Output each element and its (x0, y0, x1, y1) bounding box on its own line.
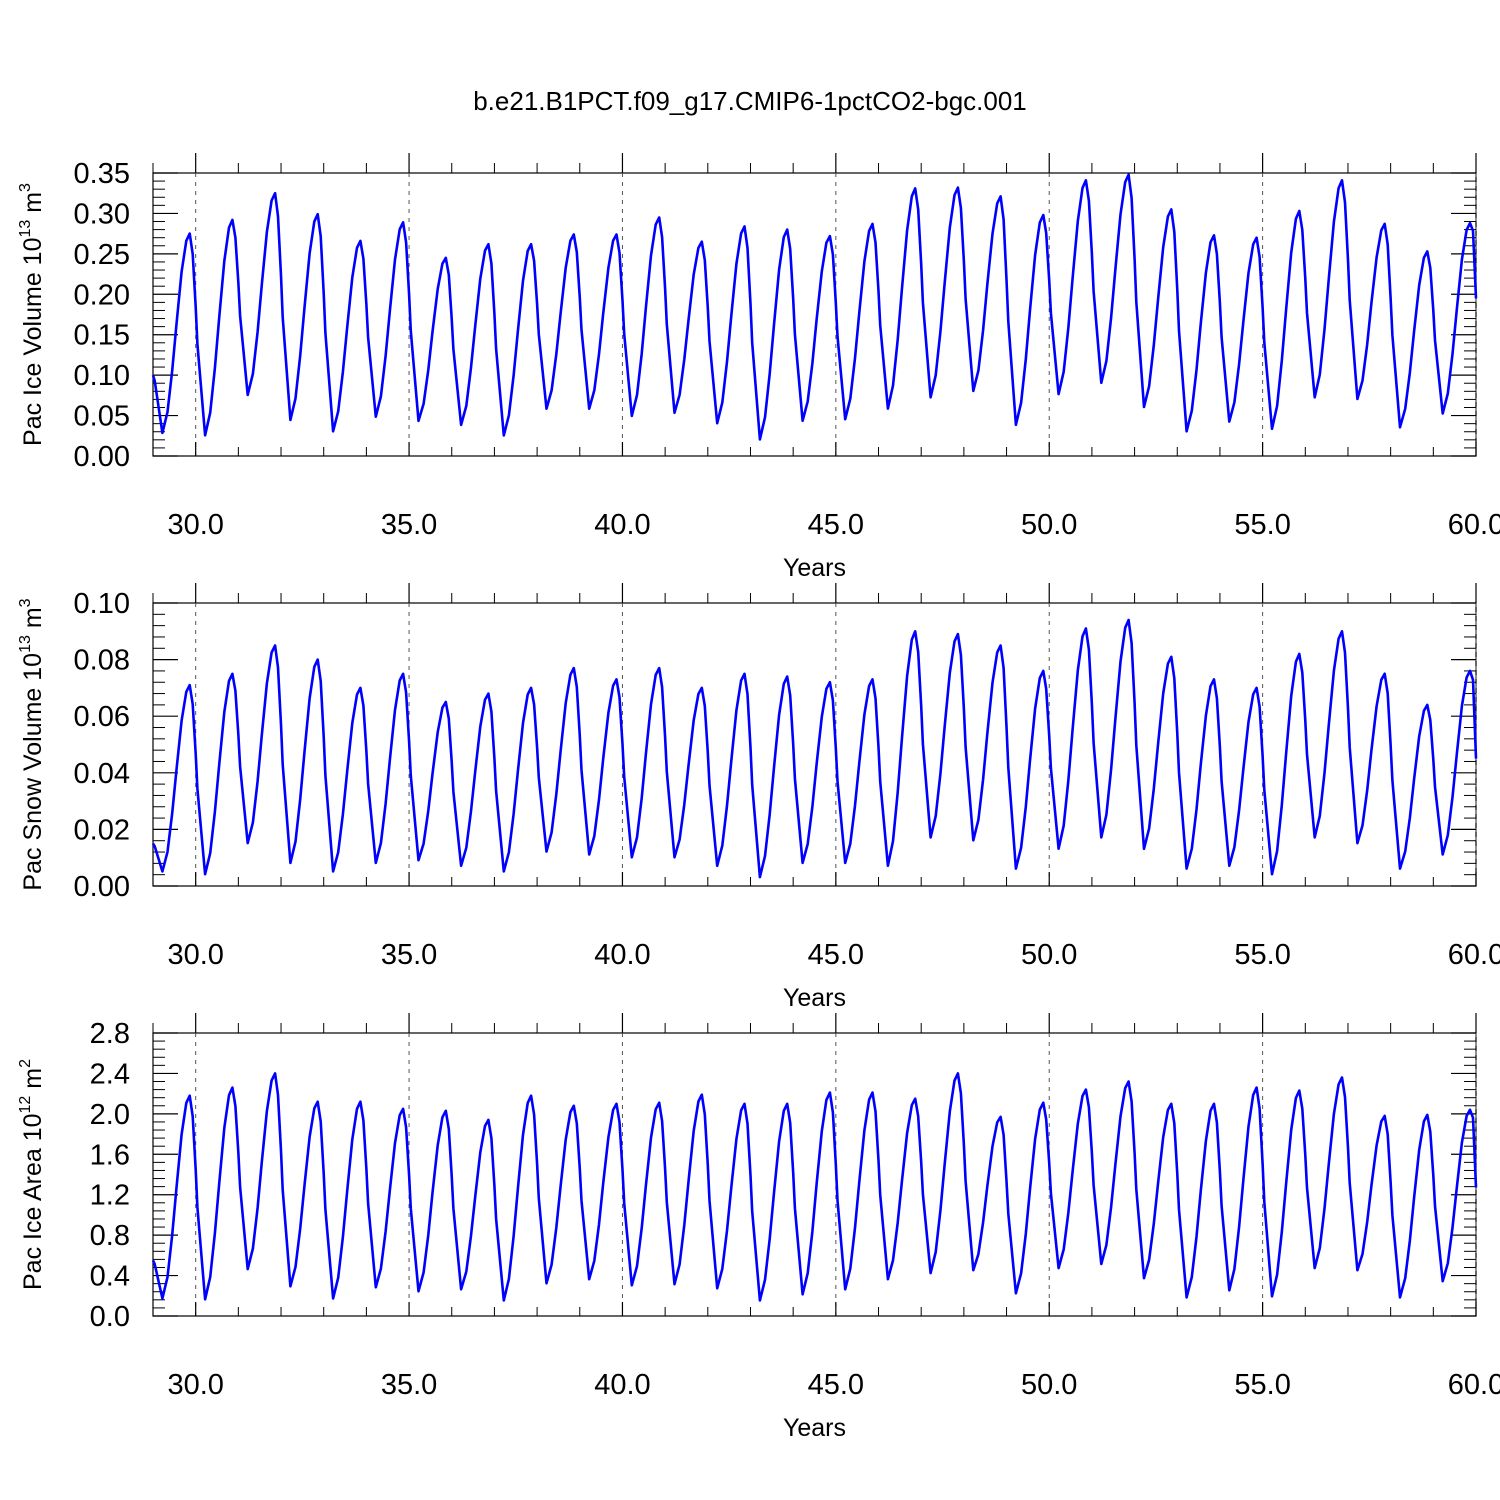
y-axis-label-sup1: 12 (17, 1096, 34, 1114)
x-tick-label: 40.0 (594, 509, 650, 541)
x-tick-label: 45.0 (808, 939, 864, 971)
y-axis-label: Pac Ice Area 1012 m2 (17, 1059, 47, 1290)
x-tick-label: 35.0 (381, 939, 437, 971)
y-axis-label: Pac Ice Volume 1013 m3 (17, 183, 47, 446)
y-axis-label-main: Pac Ice Volume 10 (19, 238, 47, 446)
x-tick-label: 35.0 (381, 509, 437, 541)
chart-panel-2: 30.0 35.0 40.0 45.0 50.0 55.0 60.0 0.00 0.02 0.04… (17, 583, 1500, 1012)
x-tick-label: 50.0 (1021, 509, 1077, 541)
y-tick-label: 0.20 (74, 279, 130, 311)
y-tick-label: 1.6 (90, 1139, 130, 1171)
y-tick-label: 0.10 (74, 588, 130, 620)
y-tick-label: 0.00 (74, 441, 130, 473)
y-tick-label: 2.8 (90, 1018, 130, 1050)
y-tick-label: 0.05 (74, 401, 130, 433)
x-tick-label: 30.0 (167, 509, 223, 541)
x-tick-label: 60.0 (1448, 939, 1500, 971)
y-axis-label-sup2: 3 (17, 183, 34, 192)
x-tick-label: 30.0 (167, 939, 223, 971)
x-tick-label: 40.0 (594, 1369, 650, 1401)
y-axis-label-mid: m (19, 607, 47, 635)
y-axis-label-main: Pac Ice Area 10 (19, 1113, 47, 1290)
y-tick-label: 0.0 (90, 1301, 130, 1333)
y-tick-label: 0.15 (74, 320, 130, 352)
y-tick-label: 0.35 (74, 158, 130, 190)
x-tick-label: 60.0 (1448, 1369, 1500, 1401)
x-tick-label: 50.0 (1021, 1369, 1077, 1401)
y-axis-label-sup1: 13 (17, 220, 34, 238)
y-tick-label: 1.2 (90, 1180, 130, 1212)
x-tick-label: 55.0 (1234, 1369, 1290, 1401)
x-axis-label: Years (783, 984, 846, 1012)
y-tick-label: 2.0 (90, 1099, 130, 1131)
y-axis-label-sup2: 2 (17, 1059, 34, 1068)
y-tick-label: 0.02 (74, 814, 130, 846)
x-tick-label: 55.0 (1234, 509, 1290, 541)
x-tick-label: 50.0 (1021, 939, 1077, 971)
series-line (151, 173, 1478, 441)
figure-title: b.e21.B1PCT.f09_g17.CMIP6-1pctCO2-bgc.00… (473, 86, 1027, 116)
x-tick-label: 60.0 (1448, 509, 1500, 541)
chart-panels: 30.0 35.0 40.0 45.0 50.0 55.0 60.00.000.050.10… (17, 153, 1500, 1442)
y-axis-label-sup1: 13 (17, 635, 34, 653)
plot-frame (152, 172, 1477, 457)
y-tick-label: 0.25 (74, 239, 130, 271)
x-axis-label: Years (783, 1414, 846, 1442)
x-tick-label: 45.0 (808, 1369, 864, 1401)
y-tick-label: 0.00 (74, 871, 130, 903)
x-tick-label: 55.0 (1234, 939, 1290, 971)
y-tick-label: 2.4 (90, 1058, 130, 1090)
y-tick-label: 0.06 (74, 701, 130, 733)
chart-panel-3: 30.0 35.0 40.0 45.0 50.0 55.0 60.0 0.0 0.4 0.8 1.2… (17, 1013, 1500, 1442)
y-tick-label: 0.04 (74, 758, 130, 790)
y-axis-label-main: Pac Snow Volume 10 (19, 653, 47, 891)
y-axis-label-sup2: 3 (17, 598, 34, 607)
y-tick-label: 0.8 (90, 1220, 130, 1252)
x-tick-label: 35.0 (381, 1369, 437, 1401)
y-axis-label: Pac Snow Volume 1013 m3 (17, 598, 47, 890)
y-tick-label: 0.30 (74, 198, 130, 230)
x-tick-label: 30.0 (167, 1369, 223, 1401)
x-axis-label: Years (783, 554, 846, 582)
y-tick-label: 0.4 (90, 1261, 130, 1293)
x-tick-label: 45.0 (808, 509, 864, 541)
chart-panel-1: 30.0 35.0 40.0 45.0 50.0 55.0 60.0 0.00 0.05 0.10… (17, 153, 1500, 582)
y-axis-label-mid: m (19, 192, 47, 220)
y-axis-label-mid: m (19, 1068, 47, 1096)
series-line (151, 618, 1478, 879)
series-line (151, 1072, 1478, 1302)
y-tick-label: 0.10 (74, 360, 130, 392)
x-tick-label: 40.0 (594, 939, 650, 971)
y-tick-label: 0.08 (74, 645, 130, 677)
